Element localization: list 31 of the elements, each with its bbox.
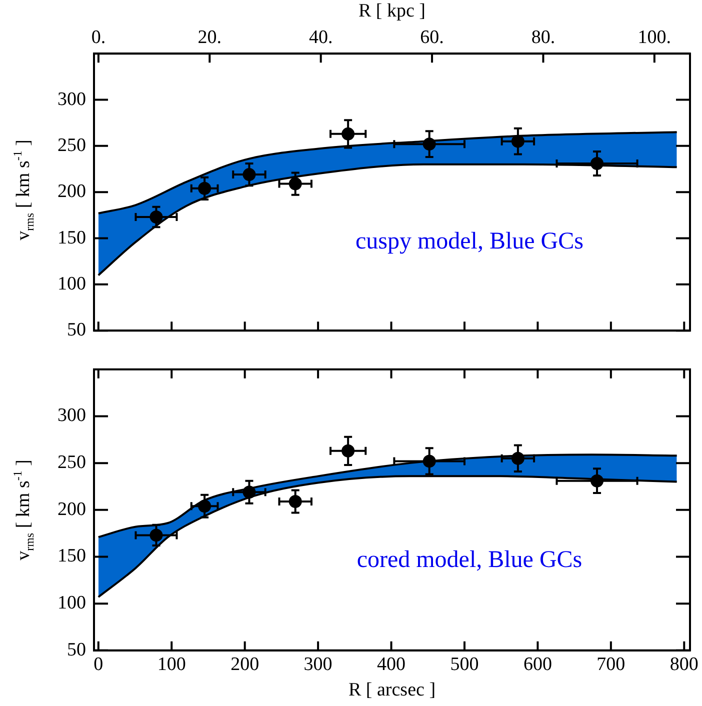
x2-axis-title: R [ kpc ] xyxy=(358,0,426,22)
y-tick-label: 300 xyxy=(58,88,86,110)
x2-tick-label: 100. xyxy=(638,27,672,48)
x2-tick-label: 40. xyxy=(308,27,333,48)
y-tick-label: 100 xyxy=(58,273,86,294)
x-tick-label: 0 xyxy=(94,654,104,675)
x2-tick-label: 80. xyxy=(531,27,556,48)
x-tick-label: 600 xyxy=(523,654,552,675)
x-tick-label: 700 xyxy=(596,654,626,675)
y-tick-label: 200 xyxy=(58,181,86,202)
y-tick-label: 100 xyxy=(58,592,86,614)
annotation: cored model, Blue GCs xyxy=(356,546,582,573)
y-tick-label: 150 xyxy=(58,546,86,567)
x-tick-label: 800 xyxy=(670,654,698,675)
y-tick-label: 250 xyxy=(58,452,86,474)
x-tick-label: 400 xyxy=(377,654,406,675)
x2-tick-label: 20. xyxy=(198,27,222,48)
y-tick-label: 50 xyxy=(67,320,86,341)
x-tick-label: 500 xyxy=(450,654,479,675)
x-axis-title: R [ arcsec ] xyxy=(348,680,436,701)
x2-tick-label: 0. xyxy=(91,27,106,48)
x-tick-label: 200 xyxy=(230,654,260,675)
y-tick-label: 150 xyxy=(58,227,86,248)
y-tick-label: 250 xyxy=(58,134,86,156)
y-tick-label: 50 xyxy=(67,639,86,660)
x-tick-label: 300 xyxy=(304,654,332,675)
x2-tick-label: 60. xyxy=(420,27,444,48)
y-tick-label: 300 xyxy=(58,405,86,426)
x-tick-label: 100 xyxy=(157,654,186,675)
annotation: cuspy model, Blue GCs xyxy=(355,228,584,254)
y-tick-label: 200 xyxy=(58,498,86,520)
